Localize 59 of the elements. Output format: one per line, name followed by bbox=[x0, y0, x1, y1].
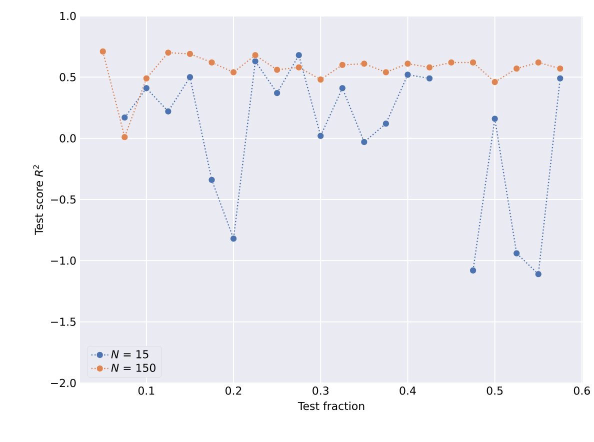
point bbox=[556, 74, 564, 82]
y-tick-label: −0.5 bbox=[51, 195, 76, 204]
point bbox=[317, 76, 324, 84]
point bbox=[208, 176, 216, 184]
legend-label: N = 150 bbox=[111, 364, 156, 372]
point bbox=[121, 114, 128, 122]
point bbox=[186, 74, 194, 81]
point bbox=[360, 60, 368, 68]
x-tick-label: 0.1 bbox=[138, 386, 154, 395]
x-tick-label: 0.4 bbox=[400, 386, 416, 395]
point bbox=[513, 250, 520, 257]
point bbox=[164, 49, 172, 56]
x-axis-title: Test fraction bbox=[298, 402, 364, 410]
point bbox=[164, 108, 172, 115]
point bbox=[230, 235, 238, 242]
point bbox=[382, 120, 390, 128]
point bbox=[186, 50, 194, 58]
point bbox=[470, 266, 477, 274]
point bbox=[534, 270, 542, 278]
point bbox=[360, 138, 368, 146]
y-tick-label: −1.5 bbox=[51, 318, 76, 326]
point bbox=[295, 52, 302, 59]
x-tick-label: 0.5 bbox=[486, 386, 503, 395]
y-tick-label: 0.5 bbox=[60, 73, 76, 82]
point bbox=[534, 58, 542, 66]
legend-label: N = 15 bbox=[111, 350, 148, 358]
point bbox=[252, 58, 259, 65]
point bbox=[448, 58, 455, 66]
point bbox=[404, 71, 412, 78]
point bbox=[338, 84, 346, 92]
point bbox=[513, 65, 520, 72]
point bbox=[556, 65, 564, 72]
point bbox=[230, 68, 238, 76]
point bbox=[338, 61, 346, 68]
y-tick-label: 0.0 bbox=[60, 134, 76, 142]
x-tick-label: 0.3 bbox=[312, 386, 328, 395]
point bbox=[142, 74, 150, 82]
point bbox=[470, 58, 477, 66]
point bbox=[317, 132, 324, 140]
point bbox=[208, 58, 216, 66]
point bbox=[295, 64, 302, 71]
point bbox=[426, 74, 433, 82]
x-tick-label: 0.2 bbox=[226, 386, 242, 395]
point bbox=[426, 64, 433, 71]
y-tick-label: 1.0 bbox=[60, 12, 76, 20]
y-tick-label: −1.0 bbox=[51, 256, 76, 265]
point bbox=[252, 52, 259, 59]
point bbox=[142, 84, 150, 92]
point bbox=[274, 90, 281, 97]
point bbox=[404, 60, 412, 68]
point bbox=[99, 48, 106, 55]
y-tick-label: −2.0 bbox=[51, 378, 76, 388]
point bbox=[491, 115, 498, 122]
y-axis-title: Test score R$^{2}$ bbox=[33, 165, 44, 236]
point bbox=[121, 134, 128, 141]
point bbox=[274, 66, 281, 74]
x-tick-label: 0.6 bbox=[574, 386, 590, 395]
point bbox=[382, 68, 390, 76]
point bbox=[491, 78, 498, 86]
